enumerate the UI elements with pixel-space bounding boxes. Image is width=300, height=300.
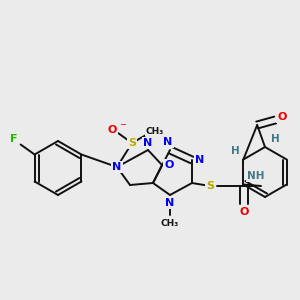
Text: CH₃: CH₃	[146, 127, 164, 136]
Text: S: S	[128, 138, 136, 148]
Text: H: H	[231, 146, 240, 157]
Text: H: H	[271, 134, 279, 144]
Text: O: O	[278, 112, 287, 122]
Text: N: N	[112, 162, 122, 172]
Text: S: S	[206, 181, 214, 191]
Text: N: N	[164, 137, 172, 147]
Text: N: N	[143, 138, 153, 148]
Text: O: O	[164, 160, 174, 170]
Text: NH: NH	[247, 171, 265, 181]
Text: O: O	[239, 207, 249, 217]
Text: N: N	[165, 198, 175, 208]
Text: N: N	[195, 155, 205, 165]
Text: F: F	[10, 134, 17, 145]
Text: CH₃: CH₃	[161, 218, 179, 227]
Text: −: −	[119, 121, 127, 130]
Text: O: O	[107, 125, 117, 135]
